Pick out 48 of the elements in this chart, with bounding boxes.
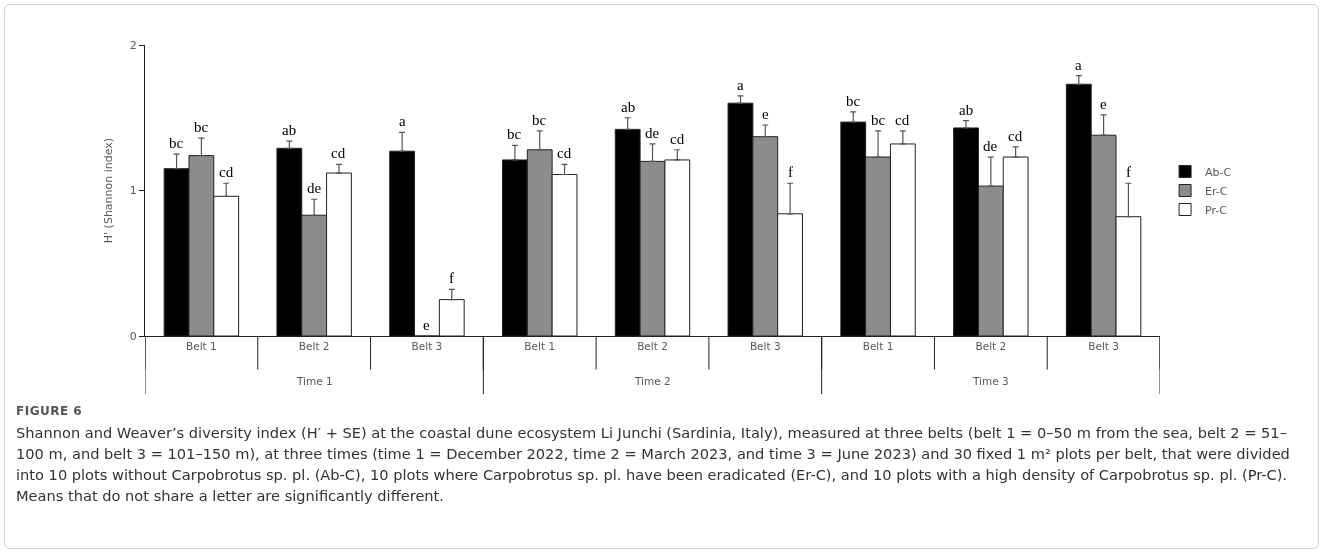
text: Time 1 bbox=[296, 375, 333, 387]
legend-label: Ab-C bbox=[1205, 165, 1232, 179]
data-label: ab bbox=[959, 102, 974, 118]
data-label: bc bbox=[169, 135, 184, 151]
data-label: f bbox=[1126, 164, 1131, 180]
data-label: cd bbox=[331, 145, 346, 161]
data-label: ab bbox=[282, 122, 297, 138]
legend-label: Er-C bbox=[1205, 184, 1228, 198]
data-label: a bbox=[737, 77, 744, 93]
data-label: bc bbox=[532, 112, 547, 128]
data-label: e bbox=[423, 317, 430, 333]
data-label: de bbox=[307, 180, 322, 196]
text: Shannon and Weaver’s diversity index (H′ + SE) at the coastal dune ecosystem Li Junchi (Sardinia, Italy), measured at three belts (belt 1 = 0–50 m from the sea, belt 2 = 51–100 m, and belt 3 = 101–150 m), at three times (time 1 = December 2022, time 2 = March 2023, and time 3 = June 2023) and 30 fixed 1 m² plots per belt, that were divided into 10 plots without Carpobrotus sp. pl. (Ab-C), 10 plots where Carpobrotus sp. pl. have been eradicated (Er-C), and 10 plots with a high density of Carpobrotus sp. pl. (Pr-C). Means that do not share a letter are significantly different. bbox=[16, 423, 1291, 506]
x-tick-label: Belt 2 bbox=[975, 339, 1007, 352]
data-label: cd bbox=[670, 131, 685, 147]
data-label: cd bbox=[895, 112, 910, 128]
data-label: a bbox=[1075, 57, 1082, 73]
x-tick-label: Belt 1 bbox=[524, 339, 556, 352]
y-tick-label: 0 bbox=[129, 329, 137, 343]
y-tick-label: 1 bbox=[129, 184, 137, 198]
data-label: bc bbox=[871, 112, 886, 128]
x-tick-label: Belt 1 bbox=[862, 339, 894, 352]
text: Time 2 bbox=[634, 375, 671, 387]
x-tick-label: Belt 1 bbox=[186, 339, 217, 352]
legend-label: Pr-C bbox=[1205, 203, 1228, 217]
caption: FIGURE 6 bbox=[16, 404, 83, 418]
data-label: e bbox=[762, 106, 769, 122]
x-tick-label: Belt 3 bbox=[411, 339, 443, 352]
data-label: cd bbox=[1008, 128, 1023, 144]
y-tick-label: 2 bbox=[129, 38, 137, 52]
data-label: cd bbox=[557, 145, 572, 161]
text: Time 3 bbox=[972, 375, 1009, 387]
data-label: bc bbox=[846, 93, 861, 109]
data-label: de bbox=[645, 125, 660, 141]
x-tick-label: Belt 3 bbox=[749, 339, 781, 352]
x-tick-label: Belt 2 bbox=[637, 339, 668, 352]
data-label: a bbox=[399, 113, 406, 129]
x-tick-label: Belt 2 bbox=[298, 339, 330, 352]
data-label: f bbox=[449, 270, 454, 286]
data-label: bc bbox=[194, 119, 209, 135]
x-tick-label: Belt 3 bbox=[1088, 339, 1119, 352]
data-label: e bbox=[1100, 96, 1107, 112]
y-axis-title: H' (Shannon index) bbox=[102, 137, 116, 244]
data-label: f bbox=[788, 164, 793, 180]
data-label: ab bbox=[621, 99, 636, 115]
data-label: cd bbox=[219, 164, 234, 180]
data-label: de bbox=[983, 138, 998, 154]
data-label: bc bbox=[507, 126, 522, 142]
